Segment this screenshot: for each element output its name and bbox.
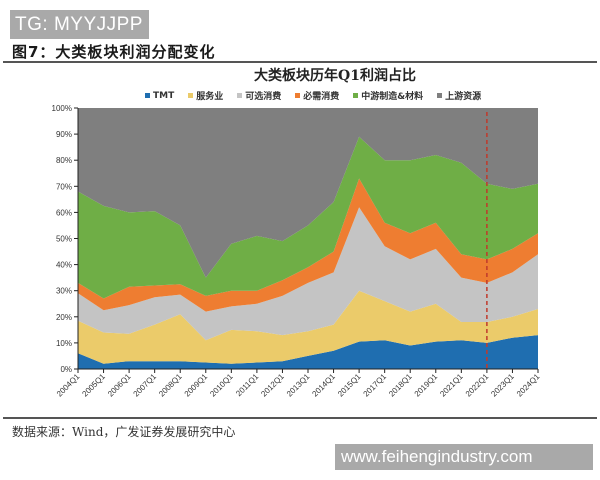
top-divider [3, 61, 597, 63]
legend-item: 中游制造&材料 [353, 89, 423, 102]
legend-item: 服务业 [188, 89, 223, 102]
x-tick-label: 2008Q1 [157, 372, 184, 399]
legend-item: TMT [145, 89, 174, 102]
x-tick-label: 2013Q1 [285, 372, 312, 399]
x-tick-label: 2009Q1 [183, 372, 210, 399]
y-tick-label: 50% [56, 235, 72, 244]
legend-label: 必需消费 [303, 92, 340, 102]
legend-swatch-icon [145, 93, 150, 98]
legend-label: 服务业 [196, 92, 224, 102]
x-tick-label: 2012Q1 [259, 372, 286, 399]
watermark-bottom: www.feihengindustry.com [335, 444, 593, 470]
x-tick-label: 2004Q1 [55, 372, 82, 399]
x-tick-label: 2011Q1 [234, 372, 260, 398]
legend-swatch-icon [188, 93, 194, 98]
x-tick-label: 2007Q1 [132, 372, 159, 399]
y-tick-label: 20% [56, 313, 72, 322]
legend-item: 可选消费 [237, 89, 281, 102]
figure-title: 图7：大类板块利润分配变化 [12, 43, 216, 61]
x-tick-label: 2023Q1 [489, 372, 516, 399]
y-tick-label: 60% [56, 208, 72, 217]
legend-label: TMT [153, 90, 175, 101]
y-tick-label: 0% [60, 365, 72, 374]
legend-swatch-icon [237, 93, 243, 98]
area-series-1 [78, 290, 538, 364]
y-tick-label: 90% [56, 130, 72, 139]
x-tick-label: 2010Q1 [208, 372, 235, 399]
area-series-2 [78, 207, 538, 341]
y-tick-label: 70% [56, 182, 72, 191]
stacked-area-chart: 0%10%20%30%40%50%60%70%80%90%100%2004Q1 2… [52, 104, 542, 399]
x-tick-label: 2017Q1 [362, 372, 389, 399]
legend-swatch-icon [437, 93, 443, 98]
y-tick-label: 100% [52, 104, 72, 113]
legend-label: 中游制造&材料 [361, 92, 424, 102]
x-tick-label: 2018Q1 [387, 372, 414, 399]
chart-title: 大类板块历年Q1利润占比 [254, 68, 416, 84]
x-tick-label: 2014Q1 [310, 372, 337, 399]
legend-swatch-icon [353, 93, 359, 98]
bottom-divider [3, 417, 597, 419]
x-tick-label: 2021Q1 [438, 372, 465, 399]
area-series-3 [78, 178, 538, 312]
x-tick-label: 2024Q1 [515, 372, 542, 399]
area-series-0 [78, 335, 538, 369]
y-tick-label: 80% [56, 156, 72, 165]
area-series-5 [78, 108, 538, 278]
legend-item: 必需消费 [295, 89, 339, 102]
x-tick-label: 2022Q1 [464, 372, 491, 399]
source-note: 数据来源：Wind，广发证券发展研究中心 [12, 425, 236, 439]
y-tick-label: 40% [56, 261, 72, 270]
legend-label: 上游资源 [445, 92, 482, 102]
legend-label: 可选消费 [245, 92, 282, 102]
y-tick-label: 10% [56, 339, 72, 348]
x-tick-label: 2015Q1 [336, 372, 363, 399]
watermark-top: TG: MYYJJPP [10, 10, 149, 39]
y-tick-label: 30% [56, 287, 72, 296]
x-tick-label: 2019Q1 [413, 372, 440, 399]
legend-swatch-icon [295, 93, 301, 98]
x-tick-label: 2006Q1 [106, 372, 133, 399]
area-series-4 [78, 136, 538, 299]
x-tick-label: 2005Q1 [80, 372, 107, 399]
legend-item: 上游资源 [437, 89, 481, 102]
chart-legend: TMT 服务业 可选消费 必需消费 中游制造&材料 上游资源 [145, 89, 481, 102]
